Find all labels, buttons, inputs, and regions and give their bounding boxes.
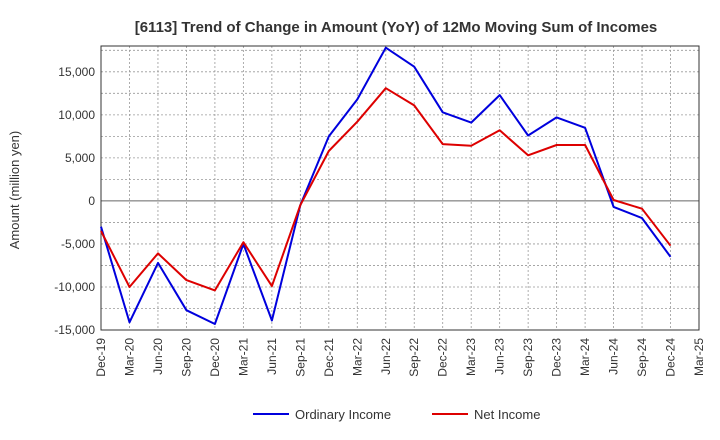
y-axis-ticks: 15,000 10,000 5,000 0 -5,000 -10,000 -15,000 — [54, 65, 95, 337]
x-tick-label: Sep-24 — [635, 338, 649, 377]
legend-label: Ordinary Income — [295, 407, 391, 422]
x-tick-label: Mar-23 — [464, 338, 478, 376]
x-tick-label: Dec-21 — [322, 338, 336, 377]
x-tick-label: Mar-24 — [578, 338, 592, 376]
x-tick-label: Sep-20 — [179, 338, 193, 377]
x-tick-label: Dec-24 — [664, 338, 678, 377]
axes — [100, 45, 700, 331]
series-line-ordinary-income — [100, 46, 672, 325]
y-tick-label: 15,000 — [58, 65, 95, 79]
chart-title: [6113] Trend of Change in Amount (YoY) o… — [135, 19, 658, 36]
legend: Ordinary Income Net Income — [253, 407, 540, 422]
x-tick-label: Jun-20 — [151, 338, 165, 375]
y-tick-label: -10,000 — [54, 280, 95, 294]
x-tick-label: Mar-20 — [122, 338, 136, 376]
y-tick-label: 10,000 — [58, 108, 95, 122]
x-tick-label: Dec-20 — [208, 338, 222, 377]
x-tick-label: Jun-22 — [379, 338, 393, 375]
x-tick-label: Mar-25 — [692, 338, 706, 376]
x-tick-label: Sep-23 — [521, 338, 535, 377]
x-tick-label: Jun-21 — [265, 338, 279, 375]
x-tick-label: Mar-22 — [350, 338, 364, 376]
x-tick-label: Jun-24 — [607, 338, 621, 375]
series-layer — [100, 46, 672, 325]
y-tick-label: 5,000 — [65, 151, 95, 165]
plot-area-border — [100, 45, 700, 331]
x-tick-label: Jun-23 — [493, 338, 507, 375]
x-axis-ticks: Dec-19 Mar-20 Jun-20 Sep-20 Dec-20 Mar-21 Jun-… — [94, 338, 706, 377]
y-axis-label: Amount (million yen) — [7, 131, 22, 250]
y-tick-label: -15,000 — [54, 323, 95, 337]
grid — [101, 46, 699, 330]
x-tick-label: Sep-21 — [293, 338, 307, 377]
x-tick-label: Dec-19 — [94, 338, 108, 377]
y-tick-label: 0 — [88, 194, 95, 208]
y-tick-label: -5,000 — [61, 237, 95, 251]
x-tick-label: Mar-21 — [236, 338, 250, 376]
x-tick-label: Sep-22 — [407, 338, 421, 377]
legend-label: Net Income — [474, 407, 540, 422]
series-line-net-income — [100, 87, 672, 292]
x-tick-label: Dec-22 — [436, 338, 450, 377]
x-tick-label: Dec-23 — [550, 338, 564, 377]
